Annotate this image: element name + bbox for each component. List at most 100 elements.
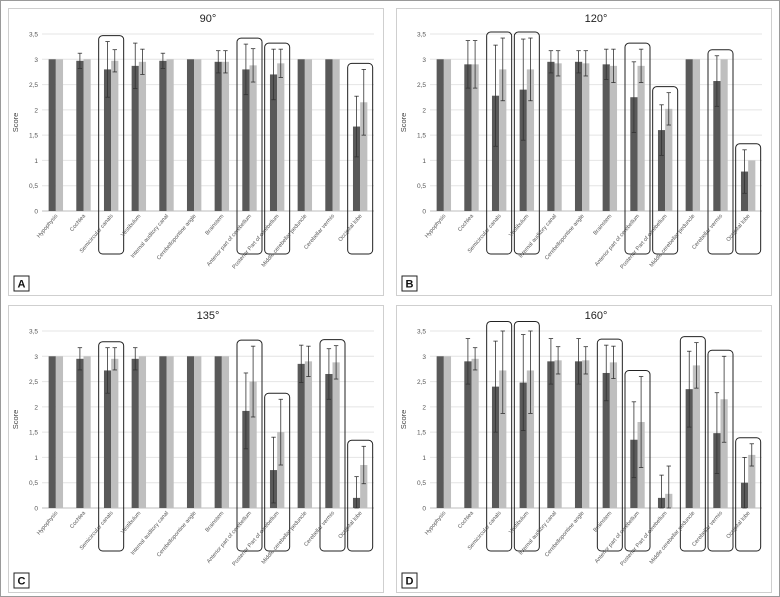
bar-hypophysis-2	[55, 59, 64, 212]
y-tick-label: 3	[34, 57, 38, 64]
highlight-box-anterior-part-of-cerebellum	[624, 42, 651, 255]
chart-title: 135°	[197, 310, 220, 322]
y-tick-label: 2,5	[29, 82, 38, 89]
bar-cerebellar-vermis-2	[332, 59, 340, 212]
bar-brainstem-2	[609, 362, 618, 508]
panel-letter-box	[401, 275, 418, 292]
highlight-box-brainstem	[596, 338, 623, 552]
bar-middle-cerebellar-peduncle-1	[685, 59, 693, 212]
highlight-box-cerebellar-vermis	[707, 349, 734, 552]
bar-cerebellar-vermis-1	[325, 59, 333, 212]
bar-posterior-part-of-cerebellum-2	[277, 63, 285, 212]
bar-brainstem-1	[602, 372, 610, 508]
bar-semicircular-canals-2	[111, 60, 119, 211]
y-tick-label: 1,5	[417, 133, 426, 140]
y-tick-label: 0	[34, 506, 38, 513]
highlight-box-anterior-part-of-cerebellum	[236, 37, 263, 255]
y-tick-label: 1	[34, 158, 38, 165]
highlight-box-posterior-part-of-cerebellum	[652, 86, 679, 255]
y-axis-label: Score	[11, 113, 20, 133]
bar-middle-cerebellar-peduncle-2	[692, 365, 701, 508]
bar-cochlea-1	[464, 361, 472, 508]
bar-semicircular-canals-1	[103, 370, 112, 508]
bar-cochlea-2	[83, 59, 91, 212]
y-tick-label: 0,5	[29, 480, 38, 487]
y-tick-label: 3	[422, 354, 426, 361]
bar-cochlea-1	[464, 64, 472, 211]
panel-letter: A	[18, 279, 26, 291]
bar-cochlea-2	[471, 358, 479, 508]
bar-cerebellar-vermis-2	[720, 59, 728, 212]
y-tick-label: 0	[422, 209, 426, 216]
chart-title: 90°	[200, 13, 217, 25]
bar-cochlea-1	[76, 358, 84, 508]
bar-middle-cerebellar-peduncle-2	[304, 59, 313, 212]
bar-cerebellar-vermis-2	[332, 362, 340, 508]
bar-vestibulum-2	[526, 370, 535, 508]
bar-brainstem-1	[602, 64, 610, 211]
chart-title: 160°	[585, 310, 608, 322]
bar-internal-auditory-canal-2	[554, 63, 562, 212]
bar-vestibulum-2	[138, 61, 147, 211]
y-tick-label: 2	[422, 404, 426, 411]
bar-semicircular-canals-1	[103, 69, 112, 212]
highlight-box-semicircular-canals	[98, 341, 125, 552]
bar-occipital-lobe-1	[352, 126, 361, 211]
bar-internal-auditory-canal-1	[547, 61, 555, 211]
bar-anterior-part-of-cerebellum-2	[249, 65, 257, 212]
bar-cerebellar-vermis-1	[325, 373, 333, 508]
bar-middle-cerebellar-peduncle-1	[297, 363, 305, 508]
bar-vestibulum-1	[131, 358, 139, 508]
bar-vestibulum-1	[519, 89, 527, 211]
bar-cerebellopontine-angle-2	[194, 59, 202, 212]
highlight-box-posterior-part-of-cerebellum	[264, 392, 291, 552]
panel-letter-box	[13, 572, 30, 589]
y-tick-label: 2	[34, 404, 38, 411]
y-axis-label: Score	[399, 410, 408, 430]
bar-brainstem-2	[609, 65, 618, 211]
y-tick-label: 3	[422, 57, 426, 64]
y-tick-label: 3,5	[29, 329, 38, 336]
panel-letter-box	[13, 275, 30, 292]
highlight-box-vestibulum	[513, 31, 540, 255]
highlight-box-semicircular-canals	[486, 320, 513, 552]
y-axis-label: Score	[11, 410, 20, 430]
highlight-box-occipital-lobe	[347, 62, 374, 255]
y-tick-label: 1,5	[417, 430, 426, 437]
y-tick-label: 2	[422, 107, 426, 114]
bar-internal-auditory-canal-1	[159, 60, 167, 211]
y-tick-label: 1,5	[29, 430, 38, 437]
bar-posterior-part-of-cerebellum-2	[665, 108, 673, 211]
y-tick-label: 0	[422, 506, 426, 513]
bar-cochlea-2	[83, 356, 91, 508]
y-tick-label: 0	[34, 209, 38, 216]
highlight-box-vestibulum	[513, 320, 540, 552]
highlight-box-semicircular-canals	[486, 31, 513, 255]
bar-middle-cerebellar-peduncle-2	[692, 59, 701, 212]
bar-hypophysis-1	[48, 59, 56, 212]
bar-hypophysis-2	[443, 59, 452, 212]
highlight-box-occipital-lobe	[735, 437, 762, 552]
y-tick-label: 3	[34, 354, 38, 361]
bar-vestibulum-1	[519, 382, 527, 508]
y-tick-label: 1	[34, 455, 38, 462]
bar-cerebellopontine-angle-1	[186, 59, 195, 212]
panel-letter: D	[406, 576, 414, 588]
y-tick-label: 1	[422, 158, 426, 165]
bar-middle-cerebellar-peduncle-2	[304, 361, 313, 508]
bar-semicircular-canals-2	[111, 358, 119, 508]
bar-cerebellar-vermis-1	[713, 81, 721, 211]
bar-internal-auditory-canal-2	[554, 360, 562, 508]
highlight-box-anterior-part-of-cerebellum	[236, 339, 263, 552]
y-tick-label: 2,5	[417, 82, 426, 89]
bar-semicircular-canals-1	[491, 386, 500, 508]
panel-border	[8, 8, 384, 296]
bar-vestibulum-2	[526, 69, 535, 212]
y-tick-label: 3,5	[417, 32, 426, 39]
bar-posterior-part-of-cerebellum-1	[269, 74, 278, 211]
chart-title: 120°	[585, 13, 608, 25]
bar-anterior-part-of-cerebellum-2	[249, 381, 257, 508]
